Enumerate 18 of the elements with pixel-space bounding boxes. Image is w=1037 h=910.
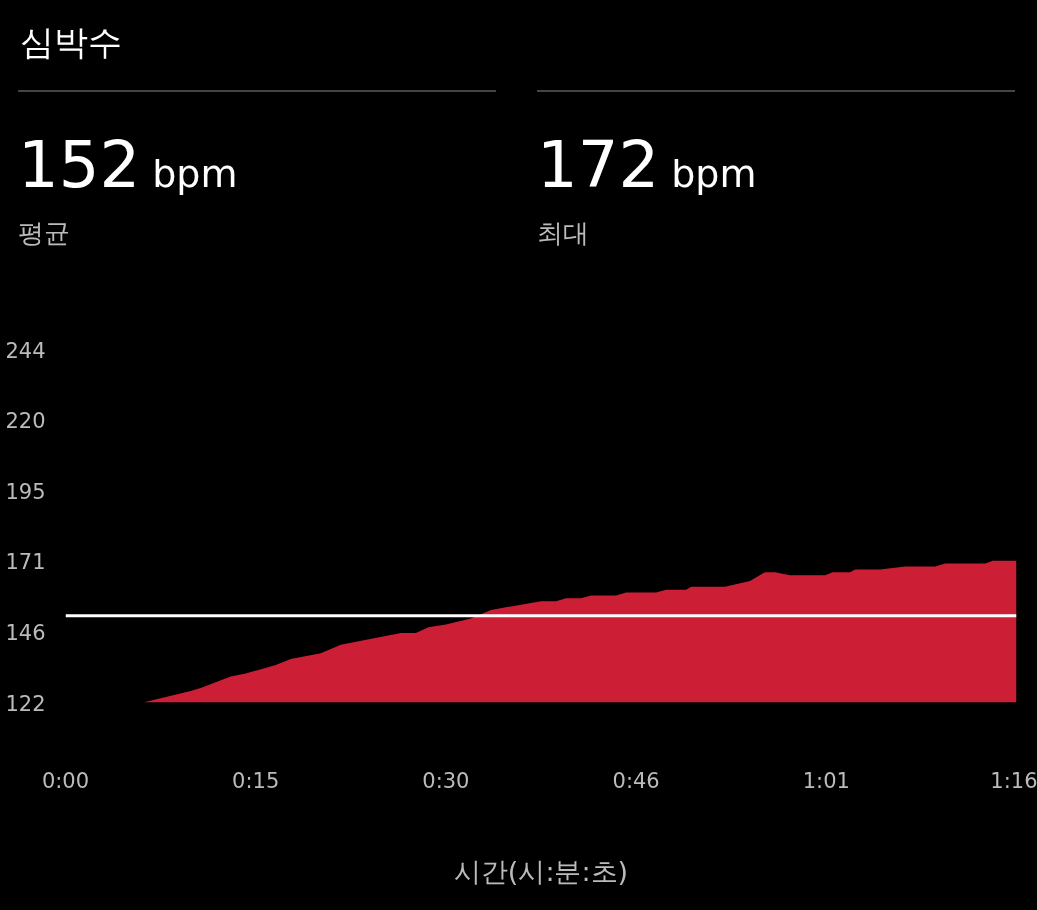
chart-title: 심박수: [19, 21, 123, 64]
y-tick-label: 171: [5, 550, 46, 575]
text: 최대: [537, 217, 590, 251]
x-tick-label: 0:15: [232, 768, 280, 793]
x-tick-label: 1:16: [990, 768, 1037, 793]
x-tick-label: 0:30: [422, 768, 470, 793]
y-tick-label: 146: [5, 620, 46, 645]
y-tick-label: 195: [5, 479, 46, 504]
text: 152 bpm: [18, 128, 238, 202]
x-tick-label: 0:00: [41, 768, 90, 793]
y-tick-label: 220: [5, 409, 46, 434]
x-tick-label: 0:46: [612, 768, 660, 793]
text: 172 bpm: [537, 128, 757, 202]
text: 평균: [18, 217, 71, 251]
y-tick-label: 122: [5, 691, 46, 716]
x-axis-title: 시간(시:분:초): [453, 855, 629, 887]
y-tick-label: 244: [5, 338, 46, 363]
x-tick-label: 1:01: [802, 768, 850, 793]
